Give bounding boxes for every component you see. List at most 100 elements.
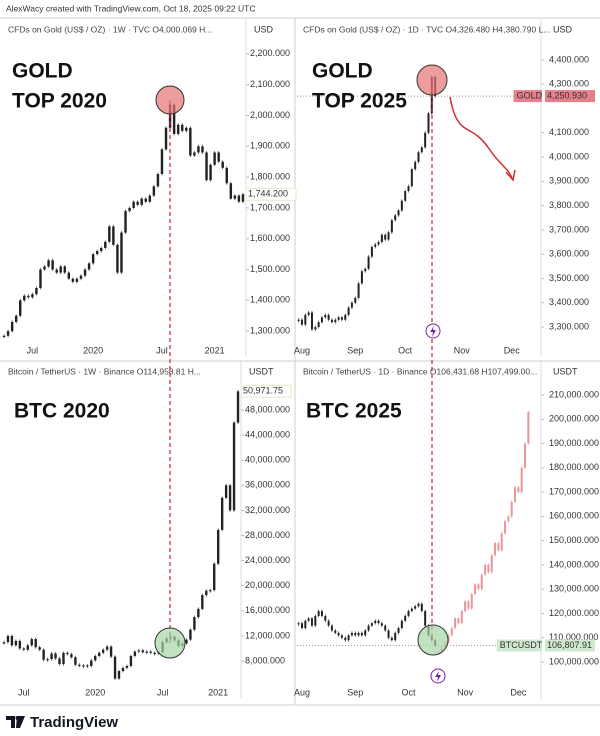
last-price-box — [240, 384, 292, 398]
x-tick-label: 2021 — [205, 345, 225, 355]
annotation: GOLD — [12, 60, 73, 83]
last-price-box — [545, 639, 595, 652]
y-tick-label: 1,500.000 — [250, 264, 290, 274]
y-tick-label: 4,100.000 — [549, 127, 589, 137]
annotation: BTC 2020 — [14, 400, 110, 423]
y-tick-label: 2,200.000 — [250, 48, 290, 58]
footer-brand: TradingView — [30, 714, 118, 731]
y-tick-label: 120,000.000 — [549, 608, 599, 618]
y-tick-label: 1,800.000 — [250, 171, 290, 181]
last-price-box — [245, 187, 297, 201]
last-price-label: 50,971.75 — [243, 386, 283, 396]
y-tick-label: 40,000.000 — [245, 455, 290, 465]
event-icon — [430, 668, 446, 684]
x-tick-label: Sep — [347, 345, 363, 355]
footer-logo — [6, 716, 25, 728]
y-tick-label: 36,000.000 — [245, 480, 290, 490]
y-tick-label: 1,900.000 — [250, 141, 290, 151]
annotation: BTC 2025 — [306, 400, 402, 423]
chart-subtitle: Bitcoin / TetherUS · 1D · Binance O106,4… — [303, 366, 537, 376]
y-tick-label: 1,700.000 — [250, 202, 290, 212]
y-tick-label: 200,000.000 — [549, 414, 599, 424]
bottom-circle — [417, 624, 449, 656]
y-tick-label: 3,300.000 — [549, 321, 589, 331]
marks: 2,200.000 2,100.000 2,000.000 1,900.000 1,80… — [2, 18, 599, 699]
y-tick-label: 110,000.000 — [549, 632, 598, 642]
unit-label: USDT — [553, 366, 578, 376]
last-price-label: 1,744.200 — [248, 189, 288, 199]
annotation: TOP 2025 — [312, 90, 407, 113]
y-tick-label: 190,000.000 — [549, 438, 599, 448]
chart-subtitle: CFDs on Gold (US$ / OZ) · 1W · TVC O4,00… — [8, 24, 212, 34]
y-tick-label: 24,000.000 — [245, 555, 290, 565]
y-tick-label: 1,600.000 — [250, 233, 290, 243]
y-tick-label: 150,000.000 — [549, 535, 599, 545]
chart-subtitle: CFDs on Gold (US$ / OZ) · 1D · TVC O4,32… — [303, 24, 550, 34]
y-tick-label: 100,000.000 — [549, 656, 599, 666]
y-tick-label: 160,000.000 — [549, 511, 599, 521]
top-circle — [416, 64, 448, 96]
unit-label: USD — [254, 24, 274, 34]
x-tick-label: 2020 — [85, 687, 105, 697]
bottom-circle — [154, 627, 186, 659]
annotation: TOP 2020 — [12, 90, 107, 113]
unit-label: USD — [553, 24, 573, 34]
x-tick-label: Jul — [27, 345, 39, 355]
y-tick-label: 3,400.000 — [549, 297, 589, 307]
y-tick-label: 12,000.000 — [245, 630, 290, 640]
arrow — [449, 96, 513, 179]
y-tick-label: 140,000.000 — [549, 559, 599, 569]
y-tick-label: 28,000.000 — [245, 530, 290, 540]
y-tick-label: 210,000.000 — [549, 389, 599, 399]
price-tag — [496, 639, 542, 652]
last-price-label: 106,807.91 — [547, 640, 592, 650]
y-tick-label: 4,400.000 — [549, 54, 589, 64]
x-tick-label: Sep — [347, 687, 363, 697]
price-tag — [513, 90, 542, 103]
unit-label: USDT — [249, 366, 274, 376]
y-tick-label: 3,500.000 — [549, 273, 589, 283]
x-tick-label: Aug — [294, 687, 310, 697]
x-tick-label: Jul — [156, 345, 168, 355]
x-tick-label: Oct — [402, 687, 417, 697]
annotation: GOLD — [312, 60, 373, 83]
header: AlexWacy created with TradingView.com, O… — [6, 3, 255, 13]
event-icon — [425, 323, 441, 339]
last-price-box — [545, 90, 595, 103]
y-tick-label: 170,000.000 — [549, 486, 599, 496]
y-tick-label: 4,000.000 — [549, 151, 589, 161]
price-tag-label: BTCUSDT — [500, 640, 543, 650]
y-tick-label: 32,000.000 — [245, 505, 290, 515]
x-tick-label: Dec — [510, 687, 527, 697]
arrow-head — [505, 169, 516, 182]
y-tick-label: 1,400.000 — [250, 295, 290, 305]
x-tick-label: 2021 — [208, 687, 228, 697]
last-price-label: 4,250.930 — [547, 90, 587, 100]
x-tick-label: Oct — [398, 345, 413, 355]
y-tick-label: 8,000.000 — [245, 655, 285, 665]
y-tick-label: 2,100.000 — [250, 79, 290, 89]
x-tick-label: Nov — [457, 687, 474, 697]
x-tick-label: 2020 — [83, 345, 103, 355]
y-tick-label: 16,000.000 — [245, 605, 290, 615]
y-tick-label: 1,300.000 — [250, 326, 290, 336]
y-tick-label: 130,000.000 — [549, 584, 599, 594]
x-tick-label: Jul — [18, 687, 30, 697]
price-tag-label: GOLD — [517, 90, 543, 100]
y-tick-label: 3,800.000 — [549, 200, 589, 210]
y-tick-label: 4,300.000 — [549, 79, 589, 89]
y-tick-label: 44,000.000 — [245, 429, 290, 439]
y-tick-label: 48,000.000 — [245, 404, 290, 414]
y-tick-label: 2,000.000 — [250, 110, 290, 120]
x-tick-label: Jul — [157, 687, 169, 697]
top-circle — [155, 85, 185, 115]
y-tick-label: 3,600.000 — [549, 249, 589, 259]
x-tick-label: Nov — [454, 345, 471, 355]
x-tick-label: Aug — [294, 345, 310, 355]
chart-subtitle: Bitcoin / TetherUS · 1W · Binance O114,9… — [8, 366, 201, 376]
y-tick-label: 180,000.000 — [549, 462, 599, 472]
y-tick-label: 3,900.000 — [549, 176, 589, 186]
x-tick-label: Dec — [504, 345, 521, 355]
